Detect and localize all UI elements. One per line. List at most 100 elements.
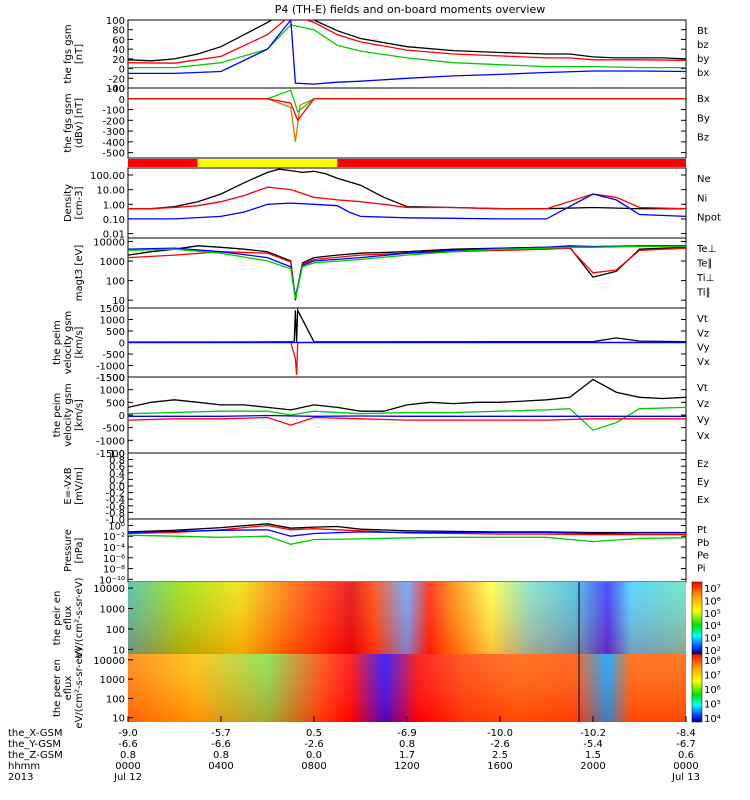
- y-tick-label: 0.0: [109, 482, 125, 493]
- x-tick-label: 0.8: [399, 739, 415, 750]
- x-tick-label: 1600: [487, 761, 512, 772]
- series-Vy: [128, 406, 686, 431]
- y-tick-label: 60: [112, 35, 125, 46]
- y-tick-label: 1000: [100, 316, 125, 327]
- legend-Vz: Vz: [697, 399, 709, 410]
- x-tick-label: 1200: [394, 761, 419, 772]
- x-tick-label: 0000: [673, 761, 698, 772]
- x-tick-label: 2000: [580, 761, 605, 772]
- spectrogram-shade: [128, 582, 686, 654]
- x-tick-label: -6.6: [118, 739, 138, 750]
- x-tick-label: 0.6: [678, 750, 694, 761]
- series-By: [128, 89, 686, 113]
- x-tick-label: -5.4: [583, 739, 603, 750]
- y-tick-label: -1000: [96, 362, 125, 373]
- y-tick-label: 0: [119, 339, 125, 350]
- legend-Te∥: Te∥: [696, 259, 713, 270]
- legend-bx: bx: [697, 68, 709, 79]
- y-tick-label: 1.0: [109, 449, 125, 460]
- colorbar-tick-label: 10⁶: [704, 685, 721, 696]
- y-tick-label: 0.10: [103, 215, 125, 226]
- y-tick-label: 1000: [100, 605, 125, 616]
- y-tick-label: -1.0: [105, 515, 125, 526]
- y-tick-label: -40: [109, 84, 125, 95]
- x-tick-label: Jul 12: [113, 772, 142, 783]
- x-tick-label: -6.6: [211, 739, 231, 750]
- legend-Pt: Pt: [697, 525, 707, 536]
- x-axis-row-label: 2013: [8, 772, 33, 783]
- series-Pt: [128, 523, 686, 534]
- y-axis-label: [nPa]: [74, 537, 85, 563]
- y-tick-label: 0.6: [109, 462, 125, 473]
- colorbar-tick-label: 10⁸: [704, 656, 721, 667]
- y-axis-label: the fgs gsm: [63, 24, 74, 83]
- panel-frame: [127, 376, 687, 454]
- y-tick-label: -0.2: [105, 489, 125, 500]
- y-tick-label: 10000: [93, 584, 125, 595]
- x-tick-label: 1.5: [585, 750, 601, 761]
- y-tick-label: 100: [106, 625, 125, 636]
- x-tick-label: 0800: [301, 761, 326, 772]
- y-tick-label: -500: [102, 149, 125, 160]
- legend-by: by: [697, 54, 709, 65]
- x-axis-row-label: the_Z-GSM: [8, 750, 63, 761]
- series-Ti⊥: [128, 245, 686, 297]
- legend-Vx: Vx: [697, 357, 710, 368]
- legend-Vz: Vz: [697, 328, 709, 339]
- panel-11: 10⁸ 10⁷ 10⁶ 10⁵ 10⁴ 10000 1000 100 10 the peer en…: [52, 647, 721, 728]
- y-tick-label: 40: [112, 45, 125, 56]
- legend-Bx: Bx: [697, 94, 710, 105]
- series-Vz: [128, 416, 686, 426]
- colorbar-tick-label: 10⁴: [704, 714, 721, 725]
- series-bx: [128, 20, 686, 85]
- figure-title: P4 (TH-E) fields and on-board moments ov…: [275, 3, 546, 16]
- legend-Ey: Ey: [697, 477, 709, 488]
- legend-Pe: Pe: [697, 551, 709, 562]
- y-tick-label: 500: [106, 327, 125, 338]
- series-Te⊥: [128, 247, 686, 299]
- panel-4: 100.00 10.00 1.00 0.10 0.01 Ne Ni Npot Density [c…: [63, 167, 721, 241]
- x-tick-label: -8.4: [676, 728, 696, 739]
- y-tick-label: -0.6: [105, 502, 125, 513]
- x-tick-label: 1.7: [399, 750, 415, 761]
- mode-bar-segment-2: [337, 159, 686, 167]
- x-tick-label: 0.8: [213, 750, 229, 761]
- y-tick-label: 10⁻¹⁰: [99, 575, 125, 586]
- x-tick-label: 0.8: [120, 750, 136, 761]
- legend-Vt: Vt: [697, 383, 708, 394]
- legend-Ez: Ez: [697, 459, 709, 470]
- y-axis-label: the peim: [52, 393, 63, 438]
- series-Vz: [128, 341, 686, 375]
- y-axis-label: the fgs gsm: [63, 93, 74, 152]
- x-tick-label: 0400: [208, 761, 233, 772]
- x-tick-label: -5.7: [211, 728, 231, 739]
- y-tick-label: 10: [112, 714, 125, 725]
- y-tick-label: 100: [106, 16, 125, 27]
- y-axis-label: velocity gsm: [63, 383, 74, 447]
- colorbar-tick-label: 10⁵: [704, 700, 721, 711]
- y-tick-label: 0: [119, 95, 125, 106]
- y-tick-label: 1500: [100, 304, 125, 315]
- colorbar: [691, 653, 703, 723]
- series-Te∥: [128, 245, 686, 301]
- x-tick-label: -6.7: [676, 739, 696, 750]
- legend-Bt: Bt: [697, 26, 708, 37]
- legend-By: By: [697, 113, 710, 124]
- y-tick-label: 100.00: [90, 171, 125, 182]
- x-tick-label: -10.0: [487, 728, 513, 739]
- legend-Ti∥: Ti∥: [696, 288, 711, 299]
- y-tick-label: 0.2: [109, 475, 125, 486]
- series-Ti∥: [128, 245, 686, 299]
- legend-Ni: Ni: [697, 193, 707, 204]
- y-axis-label: eV/(cm²-s-sr-eV): [74, 647, 85, 728]
- y-tick-label: 80: [112, 26, 125, 37]
- y-axis-label: velocity gsm: [63, 311, 74, 375]
- colorbar-tick-label: 10⁶: [704, 596, 721, 607]
- colorbar-tick-label: 10³: [704, 634, 721, 645]
- series-Pe: [128, 534, 686, 545]
- y-tick-label: 10⁻⁶: [103, 554, 125, 565]
- y-tick-label: -1000: [96, 436, 125, 447]
